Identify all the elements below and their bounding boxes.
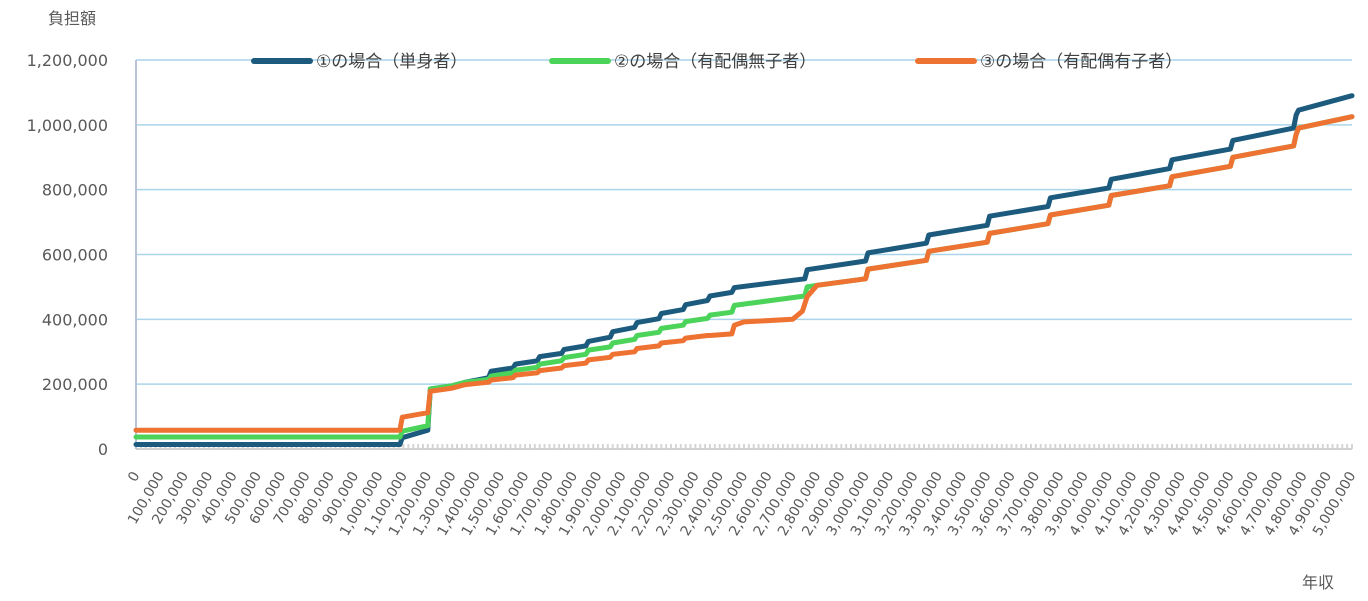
series-lines — [133, 93, 1355, 447]
x-axis-title: 年収 — [1302, 573, 1334, 592]
y-axis-title: 負担額 — [48, 9, 96, 28]
legend-label-2: ②の場合（有配偶無子者） — [614, 52, 816, 72]
y-tick-label: 800,000 — [42, 181, 108, 200]
series-line-1 — [133, 93, 1355, 447]
y-tick-label: 1,200,000 — [27, 51, 108, 70]
y-tick-label: 600,000 — [42, 246, 108, 265]
legend-label-3: ③の場合（有配偶有子者） — [980, 52, 1182, 72]
gridlines — [136, 59, 1352, 385]
y-axis: 0 200,000 400,000 600,000 800,000 1,000,000 1,… — [27, 51, 137, 459]
x-axis: 0100,000200,000300,000400,000500,000600,… — [125, 444, 1359, 539]
series-line-3 — [133, 114, 1355, 433]
y-tick-label: 1,000,000 — [27, 116, 108, 135]
y-tick-label: 200,000 — [42, 375, 108, 394]
legend-label-1: ①の場合（単身者） — [316, 52, 467, 72]
x-tick-label: 0 — [125, 469, 143, 485]
legend: ①の場合（単身者） ②の場合（有配偶無子者） ③の場合（有配偶有子者） — [251, 52, 1182, 72]
y-tick-label: 0 — [98, 440, 108, 459]
y-tick-label: 400,000 — [42, 310, 108, 329]
